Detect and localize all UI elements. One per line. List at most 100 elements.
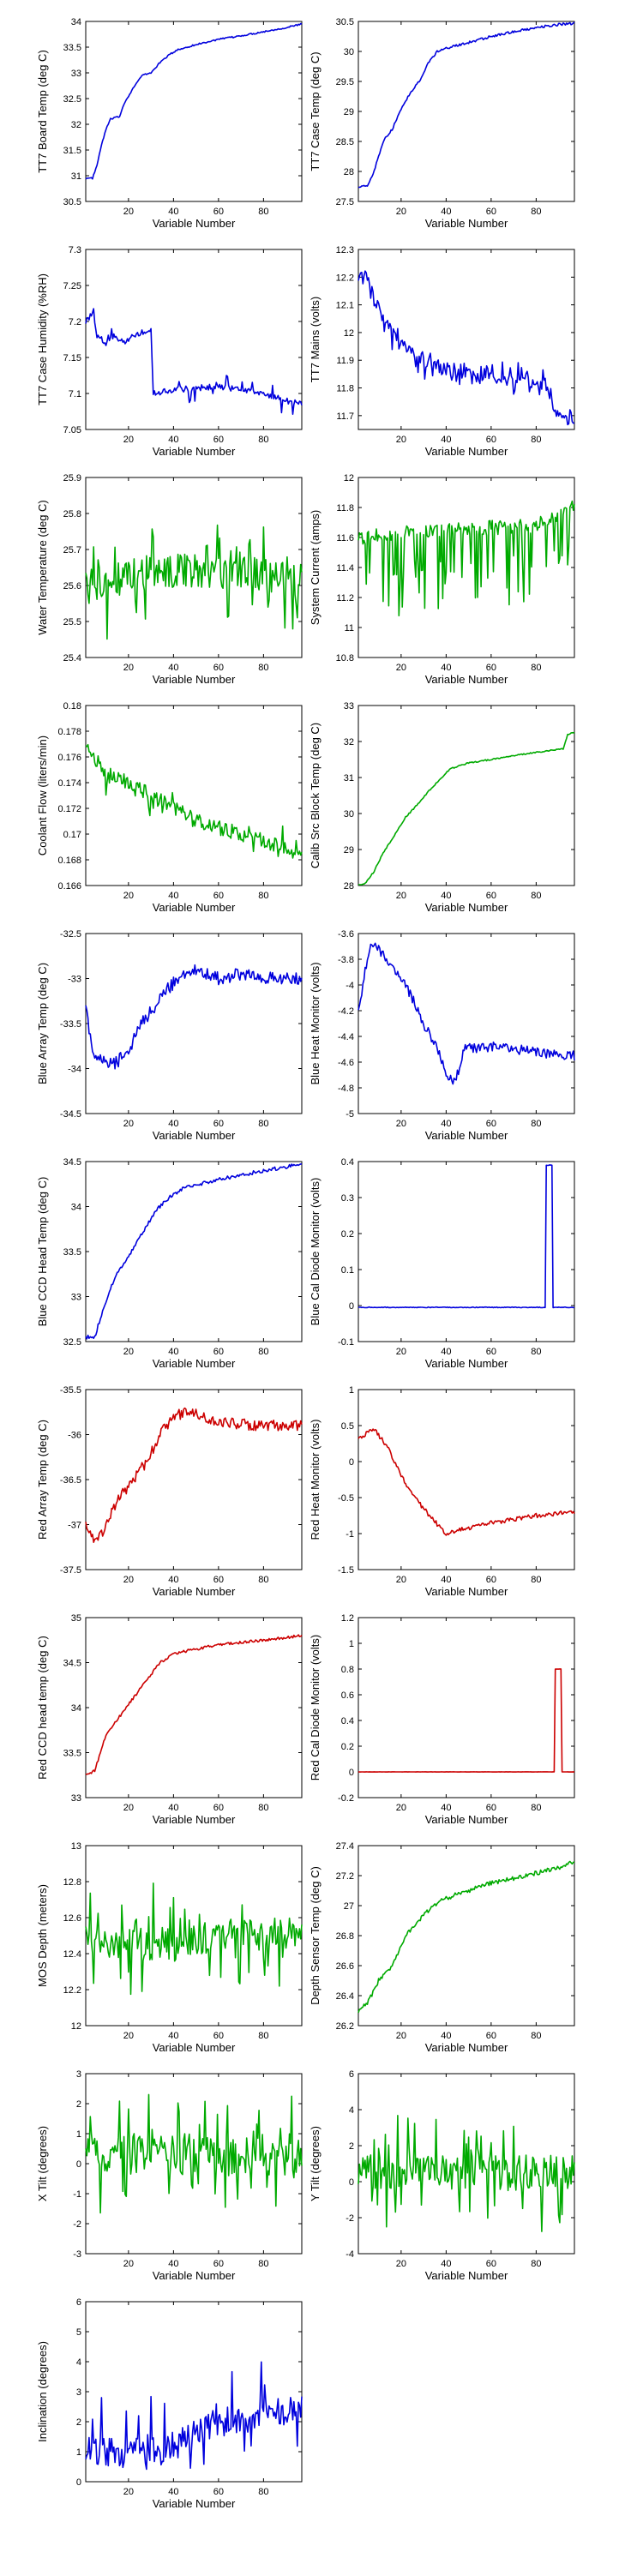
x-tick-label: 60 [486,435,496,445]
x-axis-label: Variable Number [425,673,508,686]
y-tick-label: 25.8 [63,509,81,519]
data-series-line [358,2115,575,2232]
x-tick-label: 40 [168,2259,178,2269]
y-tick-label: 11.6 [336,533,354,543]
x-tick-label: 60 [213,2259,224,2269]
chart-panel-5: 25.4 25.5 25.6 25.7 25.8 25.9 20 40 60 80 Variable… [36,473,303,686]
x-axis-label: Variable Number [153,1357,236,1370]
x-axis-label: Variable Number [425,1813,508,1826]
x-tick-label: 40 [168,1119,178,1129]
y-tick-label: 7.25 [63,281,81,291]
y-tick-label: 3 [76,2069,81,2080]
y-tick-label: 11.8 [336,384,354,394]
y-axis-label: Red Cal Diode Monitor (volts) [309,1635,322,1781]
y-tick-label: 6 [76,2297,81,2308]
y-tick-label: 0.2 [341,1742,354,1752]
x-tick-label: 60 [213,2031,224,2041]
y-tick-label: 0.18 [63,701,81,712]
plot-area [358,477,575,658]
chart-panel-18: 26.2 26.4 26.6 26.8 27 27.2 27.4 20 40 60 80 Variab… [309,1841,575,2054]
x-tick-label: 60 [486,2259,496,2269]
y-tick-label: 30.5 [336,17,354,27]
y-tick-label: 0.178 [57,727,81,737]
x-tick-label: 60 [213,2487,224,2497]
data-series-line [85,743,303,859]
x-tick-label: 20 [123,2031,134,2041]
y-axis-label: Blue Cal Diode Monitor (volts) [309,1178,322,1326]
chart-panel-16: -0.2 0 0.2 0.4 0.6 0.8 1 1.2 20 40 60 80 Variable Nu… [309,1613,575,1826]
y-tick-label: 11 [345,623,354,633]
y-tick-label: 0.8 [341,1665,354,1675]
y-tick-label: 12 [344,328,354,339]
y-tick-label: 31.5 [63,146,81,156]
x-tick-label: 60 [486,1119,496,1129]
x-tick-label: 60 [213,1575,224,1585]
y-tick-label: 13 [71,1841,81,1852]
x-tick-label: 20 [396,435,406,445]
x-tick-label: 40 [441,1575,451,1585]
y-tick-label: -3.6 [338,929,354,940]
y-tick-label: 25.4 [63,653,81,664]
y-tick-label: -1 [73,2189,81,2200]
chart-panel-8: 28 29 30 31 32 33 20 40 60 80 Variable Number Calib… [309,701,575,914]
y-tick-label: 0 [349,1301,354,1312]
y-tick-label: 1 [76,2129,81,2140]
y-tick-label: 34 [71,1203,81,1213]
y-tick-label: -2 [73,2219,81,2230]
plot-area [85,705,303,886]
y-tick-label: 29 [344,107,354,117]
y-tick-label: 32.5 [63,1337,81,1348]
chart-panel-19: -3 -2 -1 0 1 2 3 20 40 60 80 Variable Number X Tilt … [36,2069,303,2282]
x-tick-label: 80 [531,1575,541,1585]
x-tick-label: 20 [396,1119,406,1129]
y-axis-label: Red Heat Monitor (volts) [309,1420,322,1540]
x-tick-label: 60 [213,1803,224,1813]
y-tick-label: 10.8 [336,653,354,664]
chart-panel-10: -5 -4.8 -4.6 -4.4 -4.2 -4 -3.8 -3.6 20 40 60 80 Vari… [309,929,575,1142]
x-tick-label: 40 [441,1803,451,1813]
y-tick-label: 25.7 [63,545,81,555]
x-tick-label: 60 [486,1803,496,1813]
y-tick-label: 0 [76,2477,81,2488]
x-tick-label: 40 [441,891,451,901]
x-axis-label: Variable Number [153,2041,236,2054]
data-series-line [358,942,575,1085]
y-tick-label: 11.8 [336,503,354,513]
y-axis-label: Red Array Temp (deg C) [36,1420,49,1540]
x-tick-label: 40 [168,1347,178,1357]
y-tick-label: 34 [71,17,81,27]
y-tick-label: 1.2 [341,1613,354,1624]
data-series-line [85,964,303,1070]
y-tick-label: 34 [71,1703,81,1714]
plot-area [85,1389,303,1570]
y-tick-label: 7.15 [63,353,81,363]
y-tick-label: 0.176 [57,753,81,763]
y-tick-label: 0.166 [57,881,81,892]
chart-panel-14: -1.5 -1 -0.5 0 0.5 1 20 40 60 80 Variable Number Re… [309,1385,575,1598]
y-tick-label: 30 [344,47,354,57]
x-tick-label: 40 [441,2259,451,2269]
y-tick-label: 2 [76,2099,81,2110]
y-tick-label: 31 [344,773,354,784]
y-tick-label: -4 [346,2249,354,2260]
chart-panel-4: 11.7 11.8 11.9 12 12.1 12.2 12.3 20 40 60 80 Variab… [309,245,575,458]
y-tick-label: -1.5 [338,1565,354,1576]
x-tick-label: 20 [123,1119,134,1129]
x-tick-label: 40 [168,1803,178,1813]
x-tick-label: 20 [396,2259,406,2269]
y-tick-label: 0 [349,1768,354,1778]
x-tick-label: 40 [168,663,178,673]
y-tick-label: 5 [76,2327,81,2338]
x-tick-label: 20 [123,1347,134,1357]
x-tick-label: 80 [531,1119,541,1129]
y-tick-label: 25.6 [63,581,81,591]
data-series-line [85,524,303,640]
y-tick-label: -0.1 [338,1337,354,1348]
data-series-line [85,2093,303,2214]
y-axis-label: Inclination (degrees) [36,2341,49,2442]
y-tick-label: 0.174 [57,778,81,789]
y-tick-label: 25.9 [63,473,81,483]
y-tick-label: -35.5 [60,1385,81,1396]
